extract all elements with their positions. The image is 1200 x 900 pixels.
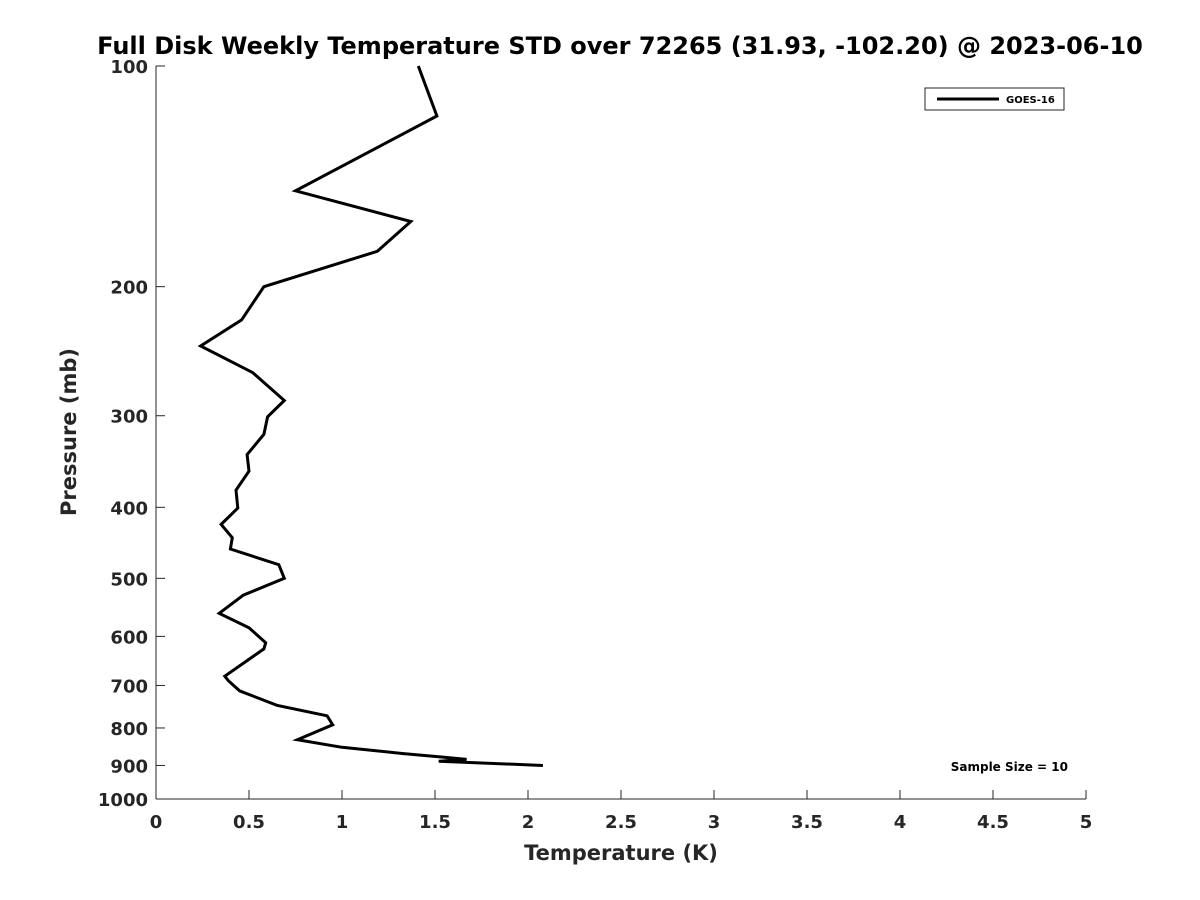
x-tick-label: 1 [336, 812, 349, 833]
y-tick-label: 200 [110, 278, 148, 299]
y-tick-label: 800 [110, 719, 148, 740]
sample-size-annotation: Sample Size = 10 [951, 760, 1068, 774]
y-tick-label: 1000 [98, 790, 148, 811]
x-tick-label: 3 [708, 812, 721, 833]
x-tick-label: 2 [522, 812, 535, 833]
y-tick-label: 700 [110, 676, 148, 697]
x-axis-label: Temperature (K) [524, 841, 718, 865]
y-axis-label: Pressure (mb) [57, 348, 81, 516]
x-tick-label: 1.5 [419, 812, 451, 833]
y-tick-label: 500 [110, 569, 148, 590]
legend: GOES-16 [924, 87, 1065, 111]
x-tick-label: 3.5 [791, 812, 823, 833]
x-tick-label: 4.5 [977, 812, 1009, 833]
y-tick-label: 900 [110, 756, 148, 777]
x-tick-label: 5 [1080, 812, 1093, 833]
chart-title: Full Disk Weekly Temperature STD over 72… [97, 32, 1143, 60]
x-tick-label: 0 [150, 812, 163, 833]
y-tick-label: 300 [110, 407, 148, 428]
x-axis-ticks: 0 0.5 1 1.5 2 2.5 3 3.5 4 4.5 5 [150, 790, 1093, 833]
x-tick-label: 2.5 [605, 812, 637, 833]
legend-label-goes-16: GOES-16 [1006, 95, 1055, 106]
series-layer [197, 65, 543, 767]
y-axis-ticks: 100 200 300 400 500 600 700 800 900 1000 [98, 57, 165, 811]
series-line-goes-16 [197, 65, 543, 767]
y-tick-label: 100 [110, 57, 148, 78]
y-tick-label: 400 [110, 498, 148, 519]
x-tick-label: 0.5 [233, 812, 265, 833]
y-tick-label: 600 [110, 627, 148, 648]
x-tick-label: 4 [894, 812, 907, 833]
